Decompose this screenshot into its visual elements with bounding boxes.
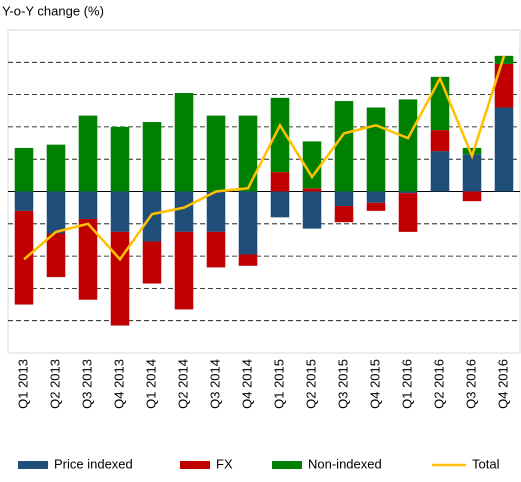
bar-segment (46, 144, 66, 192)
bar-segment (366, 107, 386, 192)
bar-segment (270, 191, 290, 218)
bar-segment (206, 231, 226, 268)
x-tick-label: Q4 2016 (495, 359, 510, 409)
x-tick-label: Q2 2013 (47, 359, 62, 409)
legend-label: FX (216, 456, 233, 471)
bar-segment (14, 191, 34, 211)
bar-segment (78, 191, 98, 219)
bar-segment (142, 191, 162, 242)
bar-segment (494, 63, 514, 108)
bar-segment (398, 99, 418, 192)
x-tick-label: Q4 2014 (239, 359, 254, 409)
axis-title: Y-o-Y change (%) (2, 3, 104, 18)
line (23, 55, 506, 262)
bar-segment (462, 191, 482, 202)
bar-segment (174, 92, 194, 192)
legend-swatch (18, 461, 48, 469)
bar-segment (46, 191, 66, 234)
bar-segment (398, 191, 418, 194)
bar-segment (494, 107, 514, 192)
bar-segment (110, 231, 130, 326)
x-tick-label: Q3 2016 (463, 359, 478, 409)
x-tick-label: Q3 2015 (335, 359, 350, 409)
legend-label: Total (472, 456, 500, 471)
x-tick-label: Q1 2016 (399, 359, 414, 409)
bar-segment (366, 202, 386, 211)
bar-segment (302, 191, 322, 229)
bar-segment (238, 115, 258, 192)
legend-swatch (180, 461, 210, 469)
bar-segment (142, 241, 162, 284)
bar-segment (430, 151, 450, 192)
bar-segment (462, 154, 482, 192)
bar-segment (142, 122, 162, 192)
x-tick-label: Q1 2014 (143, 359, 158, 409)
bar-segment (110, 191, 130, 232)
bar-segment (462, 147, 482, 155)
x-tick-label: Q2 2014 (175, 359, 190, 409)
x-tick-label: Q3 2013 (79, 359, 94, 409)
bar-segment (366, 191, 386, 203)
bar-segment (270, 172, 290, 192)
x-tick-label: Q4 2013 (111, 359, 126, 409)
bar-segment (238, 191, 258, 255)
x-tick-label: Q4 2015 (367, 359, 382, 409)
bar-segment (430, 76, 450, 131)
legend-label: Price indexed (54, 456, 133, 471)
bar-segment (238, 254, 258, 266)
bar-segment (334, 101, 354, 192)
bar-segment (174, 191, 194, 232)
bar-segment (206, 191, 226, 232)
x-tick-label: Q2 2016 (431, 359, 446, 409)
bar-segment (302, 188, 322, 192)
bar-segment (430, 130, 450, 152)
bar-segment (78, 115, 98, 192)
x-tick-label: Q1 2015 (271, 359, 286, 409)
legend-swatch (272, 461, 302, 469)
bar-segment (270, 97, 290, 173)
x-tick-label: Q2 2015 (303, 359, 318, 409)
bar-segment (206, 115, 226, 192)
bar-segment (398, 193, 418, 232)
bar-segment (110, 126, 130, 192)
bar-segment (174, 231, 194, 310)
legend-label: Non-indexed (308, 456, 382, 471)
x-tick-label: Q1 2013 (15, 359, 30, 409)
x-tick-label: Q3 2014 (207, 359, 222, 409)
bar-segment (334, 206, 354, 223)
bar-segment (14, 147, 34, 192)
bar-segment (302, 141, 322, 189)
bar-segment (78, 218, 98, 300)
bar-segment (46, 233, 66, 278)
bar-segment (334, 191, 354, 207)
